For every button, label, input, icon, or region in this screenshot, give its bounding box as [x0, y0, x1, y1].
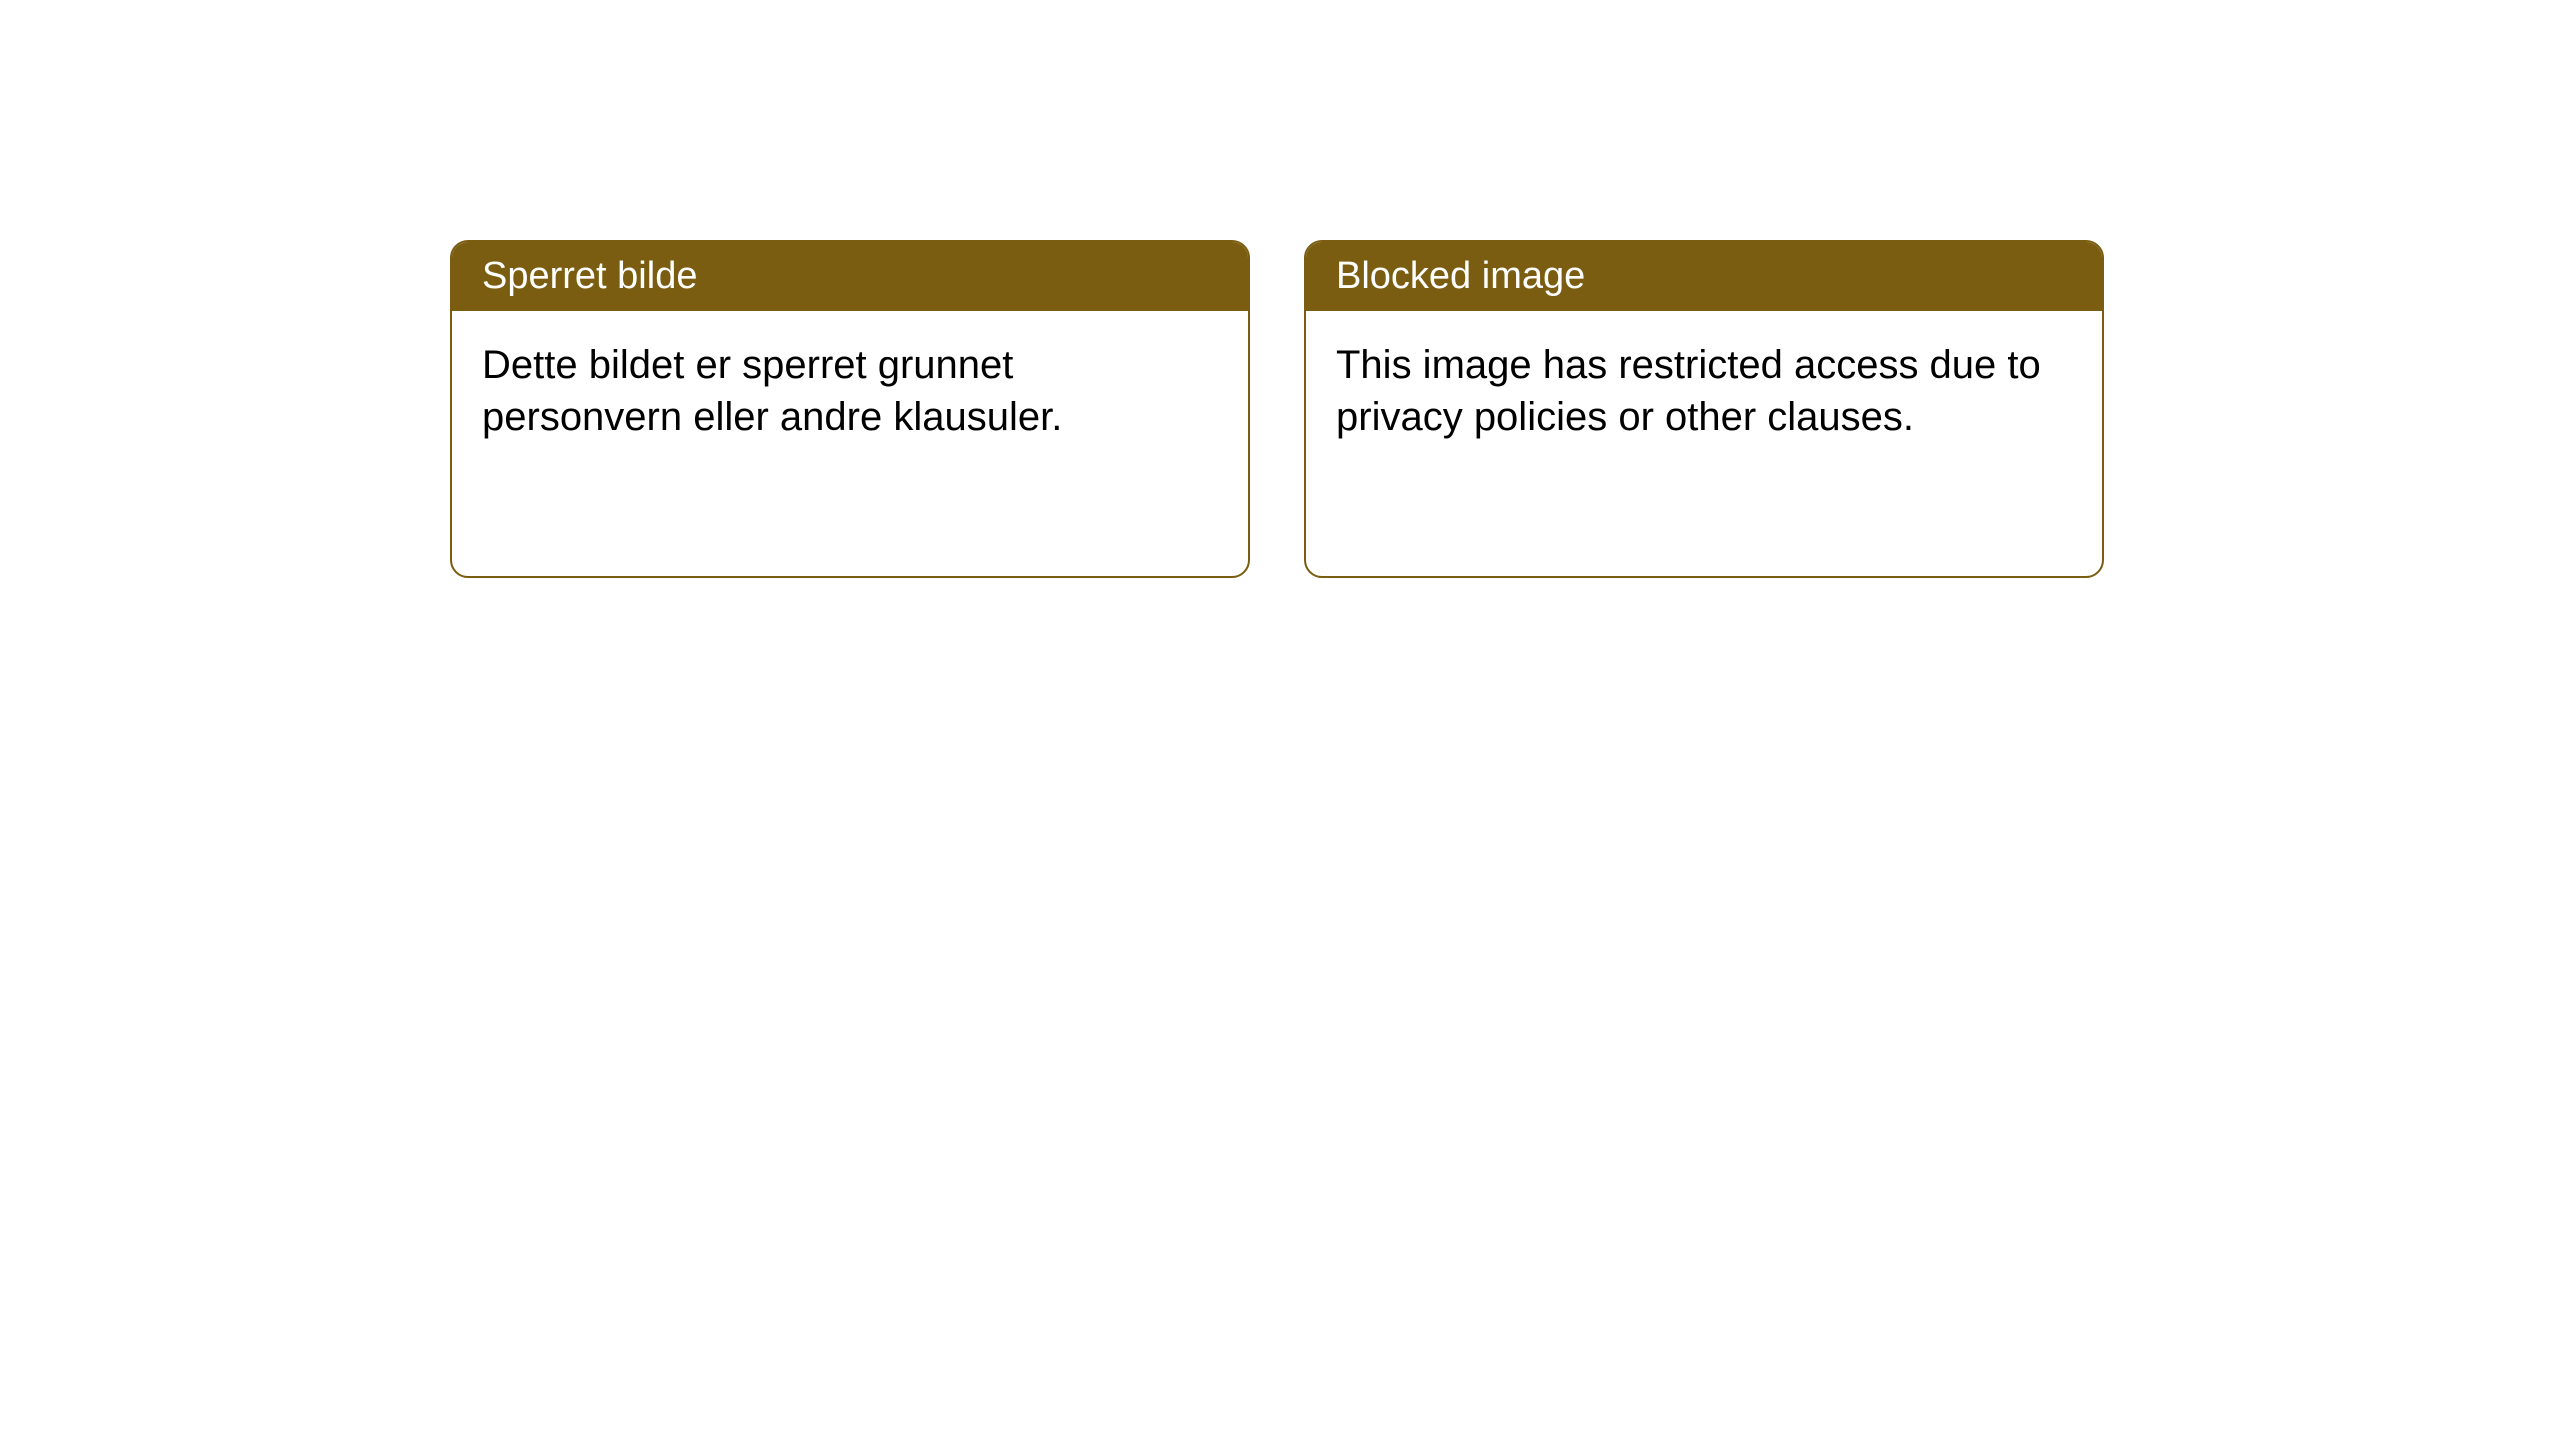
notice-header-english: Blocked image: [1306, 242, 2102, 311]
notice-box-norwegian: Sperret bilde Dette bildet er sperret gr…: [450, 240, 1250, 578]
notice-text-norwegian: Dette bildet er sperret grunnet personve…: [482, 343, 1062, 439]
notice-box-english: Blocked image This image has restricted …: [1304, 240, 2104, 578]
notice-body-english: This image has restricted access due to …: [1306, 311, 2102, 471]
notice-text-english: This image has restricted access due to …: [1336, 343, 2041, 439]
notice-title-norwegian: Sperret bilde: [482, 255, 697, 297]
notice-body-norwegian: Dette bildet er sperret grunnet personve…: [452, 311, 1248, 471]
notice-container: Sperret bilde Dette bildet er sperret gr…: [450, 240, 2104, 578]
notice-title-english: Blocked image: [1336, 255, 1585, 297]
notice-header-norwegian: Sperret bilde: [452, 242, 1248, 311]
